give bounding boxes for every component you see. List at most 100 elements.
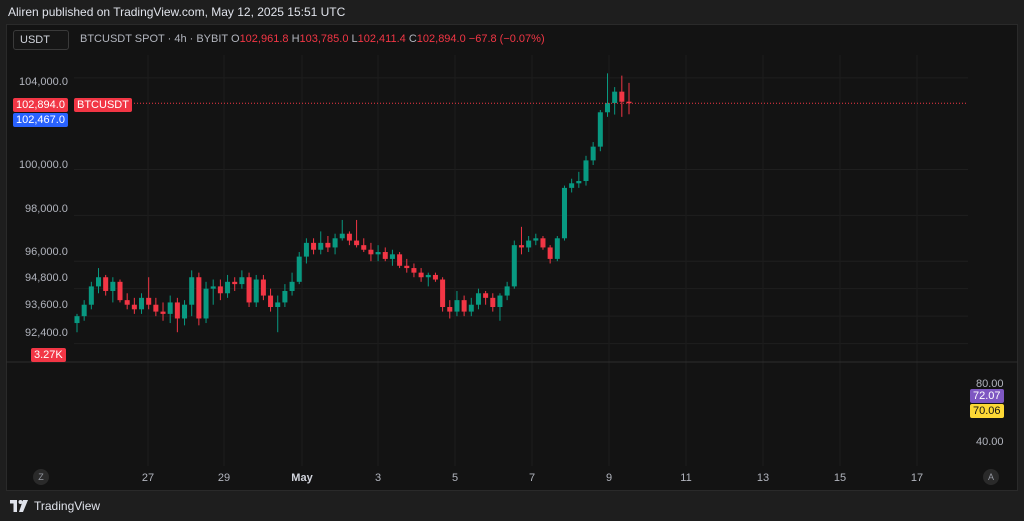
candle-body bbox=[296, 256, 302, 282]
time-label: 7 bbox=[528, 472, 536, 484]
candle-body bbox=[354, 240, 360, 246]
high-label: H bbox=[291, 33, 300, 45]
candle-body bbox=[447, 307, 453, 312]
price-label: 94,800.0 bbox=[25, 272, 68, 284]
candle-body bbox=[504, 286, 510, 296]
candle-body bbox=[88, 286, 94, 305]
candle-body bbox=[311, 242, 317, 250]
time-label: 9 bbox=[605, 472, 613, 484]
candle-body bbox=[253, 279, 259, 303]
candle-body bbox=[547, 247, 553, 259]
candle-body bbox=[103, 277, 109, 291]
footer: TradingView bbox=[0, 491, 1024, 521]
candle-body bbox=[81, 304, 87, 317]
candle-body bbox=[404, 265, 410, 269]
candle-body bbox=[590, 146, 596, 161]
currency-label: USDT bbox=[20, 34, 50, 46]
candle-body bbox=[389, 254, 395, 259]
candle-body bbox=[583, 160, 589, 182]
second-price-tag: 102,467.0 bbox=[13, 113, 68, 127]
candle-body bbox=[131, 304, 137, 310]
candle-body bbox=[382, 252, 388, 259]
candle-body bbox=[375, 252, 381, 255]
candle-body bbox=[117, 281, 123, 301]
change-value: −67.8 (−0.07%) bbox=[468, 33, 545, 45]
candle-body bbox=[576, 181, 582, 184]
candle-body bbox=[497, 295, 503, 308]
candle-body bbox=[160, 311, 166, 314]
candle-body bbox=[268, 295, 274, 308]
candle-body bbox=[232, 281, 238, 285]
candle-body bbox=[346, 233, 352, 241]
publish-line: Aliren published on TradingView.com, May… bbox=[8, 5, 346, 19]
candle-body bbox=[182, 304, 188, 319]
indicator-axis-label: 40.00 bbox=[976, 436, 1004, 448]
candle-body bbox=[189, 277, 195, 305]
price-label: 104,000.0 bbox=[19, 76, 68, 88]
candle-body bbox=[619, 91, 625, 102]
candle-body bbox=[239, 277, 245, 285]
candle-body bbox=[110, 281, 116, 291]
candle-body bbox=[332, 238, 338, 248]
close-value: 102,894.0 bbox=[416, 33, 466, 45]
candle-body bbox=[203, 288, 209, 319]
candle-body bbox=[225, 281, 231, 294]
price-label: 93,600.0 bbox=[25, 299, 68, 311]
symbol-title[interactable]: BTCUSDT SPOT · 4h · BYBIT bbox=[80, 33, 228, 45]
candle-body bbox=[260, 279, 266, 296]
candle-body bbox=[425, 274, 431, 278]
close-label: C bbox=[408, 33, 417, 45]
candle-body bbox=[612, 91, 618, 104]
candle-body bbox=[597, 112, 603, 147]
candle-body bbox=[454, 300, 460, 312]
candle-body bbox=[303, 242, 309, 257]
candle-body bbox=[518, 245, 524, 248]
candle-body bbox=[475, 293, 481, 305]
candle-body bbox=[526, 240, 532, 248]
ohlc-legend: BTCUSDT SPOT · 4h · BYBIT O102,961.8 H10… bbox=[80, 33, 545, 45]
candle-body bbox=[282, 290, 288, 303]
volume-tag: 3.27K bbox=[31, 348, 66, 362]
candle-body bbox=[167, 302, 173, 314]
candle-body bbox=[318, 242, 324, 250]
candle-body bbox=[368, 249, 374, 255]
indicator-value-purple: 72.07 bbox=[970, 389, 1004, 403]
candle-body bbox=[361, 245, 367, 250]
zoom-button[interactable]: Z bbox=[33, 469, 49, 485]
time-label: 29 bbox=[217, 472, 231, 484]
last-price-tag: 102,894.0 bbox=[13, 98, 68, 112]
candle-body bbox=[246, 277, 252, 303]
price-label: 92,400.0 bbox=[25, 327, 68, 339]
candle-body bbox=[554, 238, 560, 259]
time-label: May bbox=[291, 472, 313, 484]
auto-scale-label: A bbox=[987, 472, 994, 482]
high-value: 103,785.0 bbox=[299, 33, 349, 45]
time-label: 11 bbox=[680, 472, 692, 484]
open-value: 102,961.8 bbox=[239, 33, 289, 45]
time-label: 17 bbox=[910, 472, 924, 484]
price-label: 98,000.0 bbox=[25, 203, 68, 215]
time-label: 27 bbox=[141, 472, 155, 484]
candle-body bbox=[153, 304, 159, 312]
candle-body bbox=[490, 297, 496, 308]
candle-body bbox=[275, 302, 281, 308]
time-label: 5 bbox=[451, 472, 459, 484]
candle-body bbox=[95, 277, 102, 287]
tradingview-logo-icon[interactable] bbox=[10, 500, 28, 512]
candle-body bbox=[411, 268, 417, 273]
candle-body bbox=[74, 316, 80, 324]
currency-selector[interactable]: USDT bbox=[13, 30, 69, 50]
candle-body bbox=[289, 281, 295, 291]
candle-body bbox=[483, 293, 489, 298]
candle-body bbox=[339, 233, 345, 239]
open-label: O bbox=[231, 33, 240, 45]
candle-body bbox=[397, 254, 403, 266]
candle-body bbox=[511, 245, 517, 287]
candle-body bbox=[604, 103, 611, 113]
indicator-value-yellow: 70.06 bbox=[970, 404, 1004, 418]
auto-scale-button[interactable]: A bbox=[983, 469, 999, 485]
candle-body bbox=[626, 101, 632, 104]
candle-body bbox=[533, 238, 539, 241]
publish-header: Aliren published on TradingView.com, May… bbox=[0, 0, 1024, 24]
